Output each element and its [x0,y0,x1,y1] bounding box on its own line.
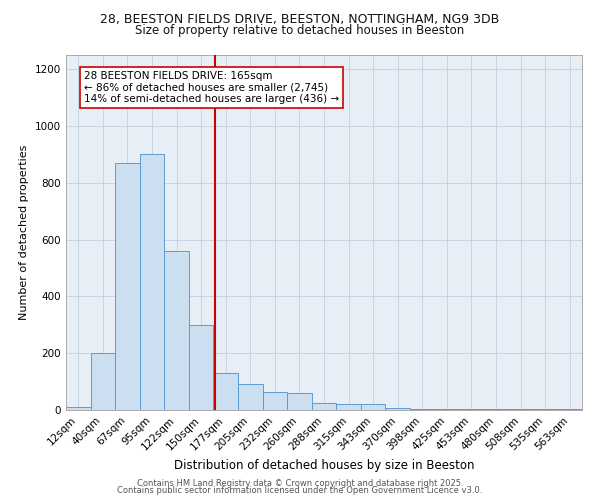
Text: Contains public sector information licensed under the Open Government Licence v3: Contains public sector information licen… [118,486,482,495]
Bar [140,154,164,410]
Bar [115,163,140,410]
Bar [385,408,410,410]
Bar [263,392,287,410]
Bar [336,404,361,410]
X-axis label: Distribution of detached houses by size in Beeston: Distribution of detached houses by size … [174,458,474,471]
Y-axis label: Number of detached properties: Number of detached properties [19,145,29,320]
Text: Contains HM Land Registry data © Crown copyright and database right 2025.: Contains HM Land Registry data © Crown c… [137,478,463,488]
Bar [434,409,459,410]
Bar [312,403,336,410]
Bar [238,384,263,410]
Bar [214,373,238,410]
Text: Size of property relative to detached houses in Beeston: Size of property relative to detached ho… [136,24,464,37]
Bar [410,409,434,410]
Bar [361,404,385,410]
Bar [91,353,115,410]
Text: 28 BEESTON FIELDS DRIVE: 165sqm
← 86% of detached houses are smaller (2,745)
14%: 28 BEESTON FIELDS DRIVE: 165sqm ← 86% of… [84,71,339,104]
Bar [287,393,312,410]
Bar [66,407,91,410]
Bar [189,325,214,410]
Bar [164,251,189,410]
Text: 28, BEESTON FIELDS DRIVE, BEESTON, NOTTINGHAM, NG9 3DB: 28, BEESTON FIELDS DRIVE, BEESTON, NOTTI… [100,12,500,26]
